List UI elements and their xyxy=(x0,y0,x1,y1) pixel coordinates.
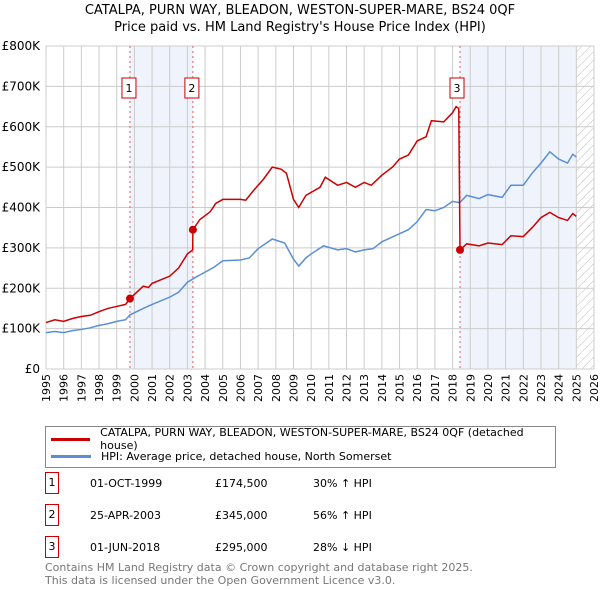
x-tick-label: 2022 xyxy=(517,374,530,402)
y-tick-label: £700K xyxy=(2,79,42,93)
x-tick-label: 2021 xyxy=(500,374,513,402)
sale-marker-box xyxy=(121,77,137,99)
sale-badge: 3 xyxy=(45,536,59,558)
property-price-line xyxy=(45,105,577,324)
sale-marker-label: 1 xyxy=(125,82,132,95)
sale-hpi-diff: 30% ↑ HPI xyxy=(313,477,372,490)
footer-line-1: Contains HM Land Registry data © Crown c… xyxy=(45,561,473,574)
y-tick-label: £800K xyxy=(2,39,42,53)
legend-swatch-blue xyxy=(51,454,91,458)
sale-point xyxy=(188,225,197,234)
x-tick-label: 2009 xyxy=(287,374,300,402)
legend: CATALPA, PURN WAY, BLEADON, WESTON-SUPER… xyxy=(45,426,556,468)
x-tick-label: 2010 xyxy=(305,374,318,402)
x-tick-label: 2012 xyxy=(341,374,354,402)
x-tick-label: 2024 xyxy=(553,374,566,402)
x-tick-label: 2016 xyxy=(411,374,424,402)
sale-hpi-diff: 28% ↓ HPI xyxy=(313,541,372,554)
sale-marker-box xyxy=(184,77,200,99)
y-tick-label: £600K xyxy=(2,120,42,134)
x-tick-label: 2013 xyxy=(358,374,371,402)
chart-title: CATALPA, PURN WAY, BLEADON, WESTON-SUPER… xyxy=(84,3,516,18)
hpi-line xyxy=(45,150,577,334)
x-tick-label: 2014 xyxy=(376,374,389,402)
y-tick-label: £400K xyxy=(2,201,42,215)
x-tick-label: 2011 xyxy=(323,374,336,402)
y-tick-label: £0 xyxy=(25,362,40,376)
y-tick-label: £100K xyxy=(2,322,42,336)
sale-point xyxy=(456,245,465,254)
sale-point xyxy=(125,294,134,303)
sale-marker-label: 2 xyxy=(188,82,195,95)
x-tick-label: 2017 xyxy=(429,374,442,402)
sale-hpi-diff: 56% ↑ HPI xyxy=(313,509,372,522)
x-tick-label: 1998 xyxy=(93,374,106,402)
footer: Contains HM Land Registry data © Crown c… xyxy=(45,561,473,587)
sale-badge: 1 xyxy=(45,472,59,494)
y-tick-label: £300K xyxy=(2,241,42,255)
legend-label: CATALPA, PURN WAY, BLEADON, WESTON-SUPER… xyxy=(100,426,524,452)
x-tick-label: 2019 xyxy=(464,374,477,402)
y-tick-label: £200K xyxy=(2,281,42,295)
chart-subtitle: Price paid vs. HM Land Registry's House … xyxy=(114,20,486,35)
sale-price: £174,500 xyxy=(215,477,268,490)
sale-price: £295,000 xyxy=(215,541,268,554)
legend-item-hpi: HPI: Average price, detached house, Nort… xyxy=(51,448,391,464)
legend-item-property: CATALPA, PURN WAY, BLEADON, WESTON-SUPER… xyxy=(51,426,555,452)
sale-date: 01-JUN-2018 xyxy=(90,541,161,554)
price-chart: 1995 1996 1997 1998 1999 2000 2001 2002 2003 2004… xyxy=(2,39,600,402)
x-tick-label: 2026 xyxy=(588,374,600,402)
x-tick-label: 1997 xyxy=(75,374,88,402)
x-tick-label: 1995 xyxy=(40,374,53,402)
footer-line-2: This data is licensed under the Open Gov… xyxy=(45,574,396,587)
sale-date: 01-OCT-1999 xyxy=(90,477,163,490)
x-tick-label: 2006 xyxy=(234,374,247,402)
x-tick-label: 2008 xyxy=(270,374,283,402)
x-tick-label: 2007 xyxy=(252,374,265,402)
legend-label: HPI: Average price, detached house, Nort… xyxy=(101,449,392,463)
x-tick-label: 2004 xyxy=(199,374,212,402)
x-tick-label: 1996 xyxy=(58,374,71,402)
x-tick-label: 2015 xyxy=(394,374,407,402)
x-tick-label: 2000 xyxy=(128,374,141,402)
x-tick-label: 2025 xyxy=(570,374,583,402)
sale-marker-label: 3 xyxy=(454,82,461,95)
x-tick-label: 2001 xyxy=(146,374,159,402)
sale-date: 25-APR-2003 xyxy=(90,509,162,522)
sale-badge: 2 xyxy=(45,504,59,526)
x-tick-label: 2023 xyxy=(535,374,548,402)
sale-price: £345,000 xyxy=(215,509,268,522)
sale-marker-box xyxy=(449,77,465,99)
x-tick-label: 2005 xyxy=(217,374,230,402)
x-tick-label: 2020 xyxy=(482,374,495,402)
x-tick-label: 2003 xyxy=(181,374,194,402)
x-tick-label: 2002 xyxy=(164,374,177,402)
x-tick-label: 1999 xyxy=(111,374,124,402)
x-tick-label: 2018 xyxy=(447,374,460,402)
legend-swatch-red xyxy=(51,437,91,441)
y-tick-label: £500K xyxy=(2,160,42,174)
